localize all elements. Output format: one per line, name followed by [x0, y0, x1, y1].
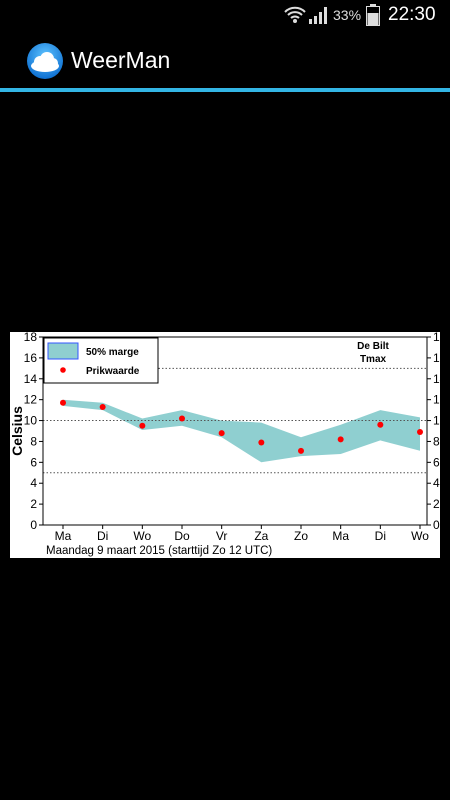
battery-icon — [366, 0, 382, 30]
x-tick-label: Zo — [294, 529, 308, 543]
x-tick-label: Do — [174, 529, 190, 543]
action-bar: WeerMan — [0, 30, 450, 88]
y-tick-label-left: 16 — [24, 351, 38, 365]
prikwaarde-point — [377, 421, 384, 428]
y-tick-label-right: 0 — [433, 518, 440, 532]
prikwaarde-point — [298, 447, 304, 454]
y-tick-label-left: 18 — [24, 332, 38, 344]
legend-point-swatch — [60, 367, 66, 373]
y-tick-label-left: 0 — [30, 518, 37, 532]
prikwaarde-point — [179, 415, 185, 422]
prikwaarde-point — [258, 439, 265, 446]
y-tick-label-right: 4 — [433, 476, 440, 490]
y-tick-label-left: 14 — [24, 372, 38, 386]
legend-band-swatch — [47, 342, 79, 360]
y-tick-label-left: 2 — [30, 497, 37, 511]
y-tick-label-left: 4 — [30, 476, 37, 490]
y-tick-label-right: 10 — [433, 414, 440, 428]
prikwaarde-point — [139, 422, 146, 429]
x-tick-label: Wo — [411, 529, 429, 543]
prikwaarde-point — [60, 399, 66, 406]
action-bar-divider — [0, 88, 450, 92]
y-tick-label-left: 12 — [24, 393, 38, 407]
prikwaarde-point — [417, 429, 423, 436]
status-bar: 33% 22:30 — [0, 0, 450, 30]
prikwaarde-point — [218, 430, 225, 437]
plot-frame — [42, 336, 428, 526]
y-tick-label-right: 18 — [433, 332, 440, 344]
y-tick-label-left: 6 — [30, 455, 37, 469]
y-tick-label-right: 14 — [433, 372, 440, 386]
y-tick-label-left: 10 — [24, 414, 38, 428]
app-title: WeerMan — [71, 47, 171, 73]
y-tick-label-right: 6 — [433, 455, 440, 469]
signal-icon — [308, 0, 330, 30]
y-tick-label-right: 8 — [433, 434, 440, 448]
wifi-icon — [283, 0, 307, 30]
chart-date-caption: Maandag 9 maart 2015 (starttijd Zo 12 UT… — [46, 545, 272, 557]
x-tick-label: Vr — [216, 529, 228, 543]
y-tick-label-right: 2 — [433, 497, 440, 511]
x-tick-label: Za — [254, 529, 268, 543]
y-axis-label: Celsius — [10, 406, 25, 456]
cloud-icon[interactable] — [26, 42, 64, 80]
clock: 22:30 — [388, 4, 436, 25]
battery-percent: 33% — [333, 7, 362, 23]
legend-band-label: 50% marge — [86, 347, 139, 358]
prikwaarde-point — [337, 436, 344, 443]
forecast-chart-svg: 0 0 2 2 4 4 6 6 8 8 10 10 12 12 14 14 16 16 18 18 Ma Di Wo Do Vr… — [10, 332, 440, 557]
y-tick-label-right: 12 — [433, 393, 440, 407]
legend-point-label: Prikwaarde — [86, 366, 140, 377]
forecast-chart: 0 0 2 2 4 4 6 6 8 8 10 10 12 12 14 14 16 16 18 18 Ma Di Wo Do Vr… — [10, 332, 440, 558]
variable-label: Tmax — [360, 354, 387, 365]
y-tick-label-left: 8 — [30, 434, 37, 448]
prikwaarde-point — [99, 403, 106, 410]
x-tick-label: Di — [375, 529, 386, 543]
x-tick-label: Di — [97, 529, 108, 543]
x-tick-label: Wo — [133, 529, 151, 543]
x-tick-label: Ma — [55, 529, 72, 543]
station-label: De Bilt — [357, 341, 389, 352]
x-tick-label: Ma — [332, 529, 349, 543]
y-tick-label-right: 16 — [433, 351, 440, 365]
marge-band — [63, 399, 420, 463]
